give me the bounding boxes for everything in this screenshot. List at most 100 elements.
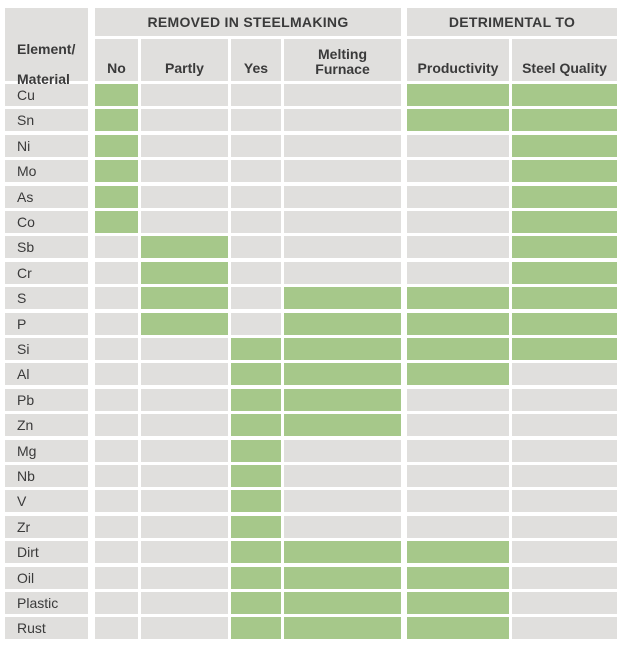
cell-melting-furnace [284,567,401,589]
cell-no [95,465,138,487]
cell-yes [231,135,281,157]
cell-productivity [407,211,509,233]
cell-productivity [407,313,509,335]
cell-partly [141,363,228,385]
cell-steel-quality [512,389,617,411]
row-label: Rust [5,617,88,639]
cell-steel-quality [512,617,617,639]
cell-productivity [407,490,509,512]
cell-no [95,617,138,639]
element-material-header: Element/ Material [5,8,88,87]
cell-partly [141,160,228,182]
cell-steel-quality [512,363,617,385]
row-label: Nb [5,465,88,487]
cell-steel-quality [512,592,617,614]
cell-steel-quality [512,160,617,182]
cell-steel-quality [512,287,617,309]
cell-no [95,567,138,589]
row-label: Plastic [5,592,88,614]
cell-melting-furnace [284,516,401,538]
row-label: Pb [5,389,88,411]
cell-productivity [407,567,509,589]
cell-melting-furnace [284,135,401,157]
cell-partly [141,490,228,512]
cell-productivity [407,262,509,284]
cell-melting-furnace [284,363,401,385]
cell-yes [231,160,281,182]
row-label: As [5,186,88,208]
cell-partly [141,338,228,360]
row-label: Co [5,211,88,233]
cell-partly [141,109,228,131]
cell-productivity [407,338,509,360]
cell-steel-quality [512,541,617,563]
cell-melting-furnace [284,160,401,182]
cell-yes [231,440,281,462]
cell-yes [231,211,281,233]
cell-no [95,389,138,411]
cell-no [95,440,138,462]
cell-steel-quality [512,109,617,131]
cell-productivity [407,389,509,411]
cell-yes [231,287,281,309]
cell-steel-quality [512,135,617,157]
row-label: Oil [5,567,88,589]
cell-productivity [407,135,509,157]
cell-yes [231,84,281,106]
column-header-melting-furnace: Melting Furnace [284,39,401,81]
cell-partly [141,567,228,589]
cell-no [95,211,138,233]
cell-melting-furnace [284,592,401,614]
cell-steel-quality [512,236,617,258]
row-label: S [5,287,88,309]
row-label: Dirt [5,541,88,563]
cell-steel-quality [512,211,617,233]
cell-no [95,313,138,335]
cell-melting-furnace [284,389,401,411]
cell-melting-furnace [284,313,401,335]
cell-no [95,186,138,208]
cell-yes [231,567,281,589]
cell-productivity [407,414,509,436]
cell-productivity [407,541,509,563]
cell-no [95,236,138,258]
cell-no [95,338,138,360]
cell-steel-quality [512,262,617,284]
cell-yes [231,236,281,258]
cell-partly [141,135,228,157]
row-label: Cu [5,84,88,106]
cell-productivity [407,592,509,614]
cell-melting-furnace [284,490,401,512]
cell-steel-quality [512,567,617,589]
row-label: V [5,490,88,512]
cell-partly [141,592,228,614]
cell-no [95,516,138,538]
cell-steel-quality [512,186,617,208]
row-label: P [5,313,88,335]
cell-melting-furnace [284,465,401,487]
cell-yes [231,363,281,385]
cell-partly [141,262,228,284]
cell-steel-quality [512,490,617,512]
cell-partly [141,440,228,462]
cell-productivity [407,440,509,462]
melting-line2: Furnace [315,61,370,77]
cell-productivity [407,186,509,208]
cell-melting-furnace [284,414,401,436]
column-header-yes: Yes [231,39,281,81]
cell-steel-quality [512,465,617,487]
cell-partly [141,84,228,106]
row-label: Zn [5,414,88,436]
cell-no [95,262,138,284]
cell-yes [231,186,281,208]
cell-yes [231,490,281,512]
row-label: Mo [5,160,88,182]
cell-no [95,109,138,131]
cell-no [95,592,138,614]
element-header-line1: Element/ [17,41,76,57]
cell-productivity [407,465,509,487]
cell-partly [141,541,228,563]
cell-yes [231,313,281,335]
row-label: Al [5,363,88,385]
